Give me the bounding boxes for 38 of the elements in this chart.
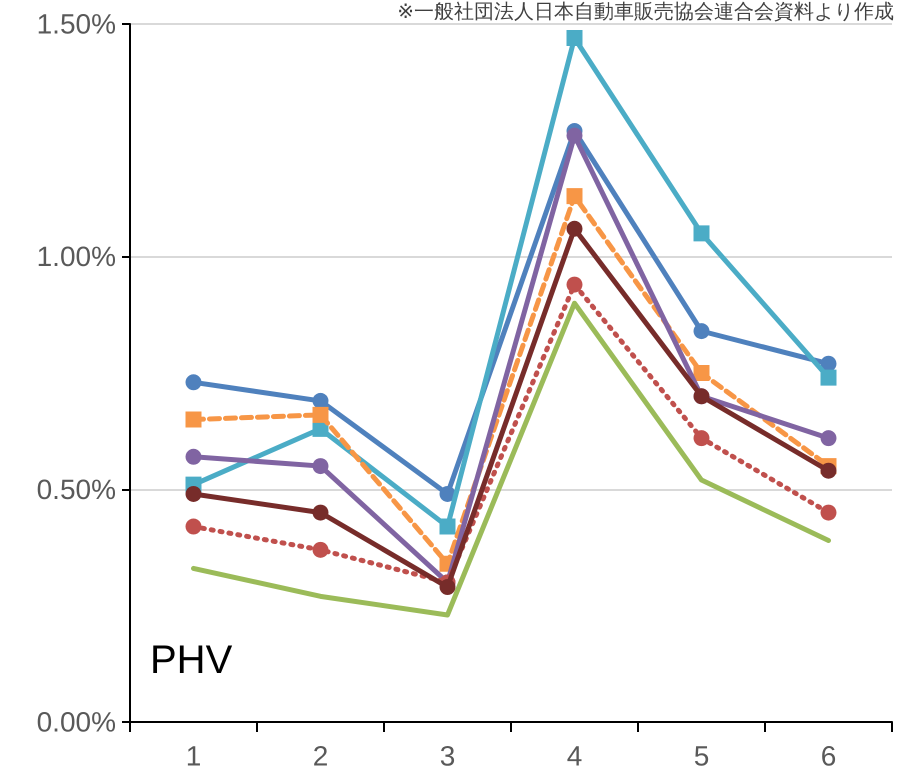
point (186, 412, 202, 428)
x-tick-label: 6 (820, 740, 836, 770)
point (694, 225, 710, 242)
point (186, 448, 202, 465)
x-tick-label: 2 (312, 740, 328, 770)
text: ※一般社団法人日本自動車販売協会連合会資料より作成 (397, 1, 894, 23)
point (440, 579, 456, 596)
point (566, 220, 582, 237)
point (694, 323, 710, 340)
x-tick-label: 5 (694, 740, 710, 770)
annotation: PHV (150, 638, 233, 682)
point (186, 374, 202, 390)
y-tick-label: 0.50% (36, 474, 116, 505)
x-tick-label: 4 (566, 740, 582, 770)
point (566, 188, 582, 204)
point (566, 128, 582, 144)
y-tick-label: 0.00% (36, 706, 116, 738)
point (566, 30, 582, 46)
x-tick-label: 1 (186, 740, 202, 770)
point (820, 504, 836, 521)
point (694, 430, 710, 446)
y-tick-label: 1.50% (36, 8, 116, 40)
x-tick-label: 3 (440, 740, 456, 770)
point (186, 518, 202, 535)
point (820, 462, 836, 479)
y-tick-label: 1.00% (36, 241, 116, 272)
point (440, 518, 456, 535)
point (820, 370, 836, 386)
point (440, 486, 456, 502)
point (312, 458, 328, 474)
point (694, 365, 710, 381)
point (312, 392, 328, 409)
point (312, 504, 328, 521)
point (312, 406, 328, 423)
point (566, 276, 582, 293)
point (820, 430, 836, 446)
point (186, 486, 202, 502)
point (312, 542, 328, 558)
